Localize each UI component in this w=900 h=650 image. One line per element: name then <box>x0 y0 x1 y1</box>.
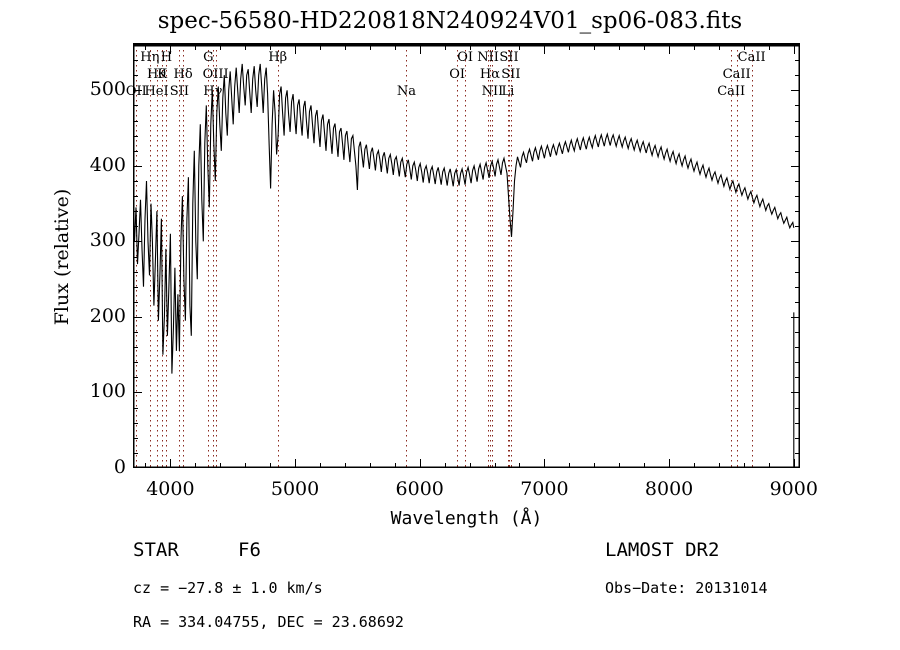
spectral-line-label: G <box>203 50 214 65</box>
spectral-line-label: SII <box>169 84 189 99</box>
spectral-line-label: Na <box>396 84 416 99</box>
x-tick-label: 8000 <box>644 478 694 500</box>
title-rule <box>133 43 800 45</box>
y-tick-label: 100 <box>89 380 126 403</box>
spectral-line-label: HeI <box>144 84 169 99</box>
spectral-line-label: OII <box>125 84 147 99</box>
x-tick-label: 7000 <box>520 478 569 500</box>
spectral-line-label: SII <box>501 67 521 82</box>
y-tick-label: 400 <box>89 153 126 176</box>
x-tick-label: 5000 <box>270 478 320 500</box>
spectral-line-label: OI <box>457 50 474 65</box>
spectral-line-label: NII <box>477 50 499 65</box>
observation-date: Obs−Date: 20131014 <box>605 579 768 597</box>
plot-area <box>133 45 800 468</box>
y-tick-label: 200 <box>89 304 126 327</box>
spectral-line-label: CaII <box>737 50 766 65</box>
metadata-block: STAR F6 LAMOST DR2 cz = −27.8 ± 1.0 km/s… <box>0 535 900 650</box>
spectral-line-label: OIII <box>202 67 229 82</box>
coordinates: RA = 334.04755, DEC = 23.68692 <box>133 613 404 631</box>
spectral-line-label: CaII <box>722 67 751 82</box>
spectral-line-label: CaII <box>717 84 746 99</box>
y-tick-labels: 0 100 200 300 400 500 <box>62 0 126 650</box>
survey-name: LAMOST DR2 <box>605 539 720 561</box>
spectral-line-label: Hγ <box>203 84 223 99</box>
spectral-line-label: Hα <box>479 67 500 82</box>
spectral-line-label: Li <box>501 84 515 99</box>
x-tick-labels: 4000 5000 6000 7000 8000 9000 <box>0 478 900 504</box>
y-tick-label: 300 <box>89 229 126 252</box>
spectral-line-label: K <box>157 67 168 82</box>
spectral-line-label: SII <box>499 50 519 65</box>
object-type: STAR <box>133 539 179 561</box>
spectral-line-label: Hη <box>140 50 160 65</box>
redshift-velocity: cz = −27.8 ± 1.0 km/s <box>133 579 323 597</box>
spectral-line-label: H <box>160 50 173 65</box>
spectral-line-label: NII <box>481 84 504 99</box>
x-tick-label: 9000 <box>769 478 818 500</box>
page-title: spec-56580-HD220818N240924V01_sp06-083.f… <box>157 8 743 34</box>
spectral-line-label: Hθ <box>146 67 167 82</box>
spectral-class: F6 <box>238 539 261 561</box>
spectral-line-label: Hδ <box>173 67 193 82</box>
x-tick-label: 4000 <box>146 478 195 500</box>
x-axis-label: Wavelength (Å) <box>390 508 543 529</box>
spectral-line-label: OI <box>449 67 466 82</box>
y-tick-label: 500 <box>89 78 126 101</box>
x-tick-label: 6000 <box>395 478 444 500</box>
spectral-line-label: Hβ <box>268 50 288 65</box>
y-tick-label: 0 <box>113 456 126 478</box>
